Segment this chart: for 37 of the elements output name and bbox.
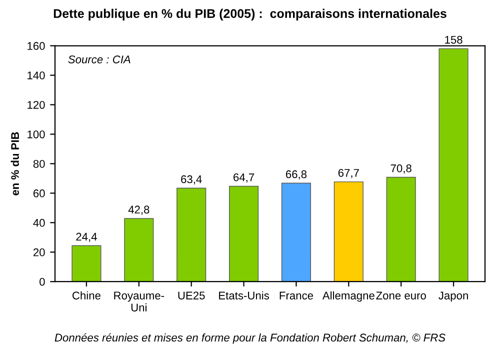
x-tick-label: Japon [438,292,468,302]
data-label: 66,8 [286,170,307,180]
bar [72,245,102,282]
y-tick-label: 100 [28,130,45,138]
x-tick-label: Allemagne [322,291,374,302]
x-tick-label: Zone euro [376,292,426,300]
text: Données réunies et mises en forme pour la Fondation Robert Schuman, © FRS [54,333,446,344]
data-label: 24,4 [76,232,97,242]
bar [229,186,259,282]
data-label: 158 [445,36,462,44]
data-label: 42,8 [128,206,150,215]
data-label: 70,8 [390,164,412,174]
bar [281,182,311,282]
x-tick-label: Royaume- Uni [114,292,164,312]
y-axis-title: en % du PIB [10,132,19,196]
y-tick-label: 140 [28,72,45,80]
y-tick-label: 120 [28,100,45,109]
bar [124,218,154,282]
y-tick-label: 40 [33,218,45,227]
bar [438,48,468,282]
x-tick-label: Etats-Unis [219,291,270,300]
data-label: 63,4 [181,175,202,184]
bar [386,176,416,282]
y-tick-label: 60 [33,189,45,198]
annotation: Source : CIA [68,55,130,64]
chart-title: Dette publique en % du PIB (2005) : comparaisons internationales [54,8,446,20]
y-tick-label: 20 [33,248,45,256]
y-tick-label: 160 [28,42,45,50]
y-tick-label: 0 [40,278,45,286]
bar [334,181,364,282]
x-tick-label: UE25 [178,292,205,300]
x-tick-label: Chine [72,291,100,300]
data-label: 67,7 [338,168,359,178]
x-tick-label: France [280,292,314,300]
bar [176,188,206,282]
data-label: 64,7 [234,173,254,183]
y-tick-label: 80 [33,160,45,168]
